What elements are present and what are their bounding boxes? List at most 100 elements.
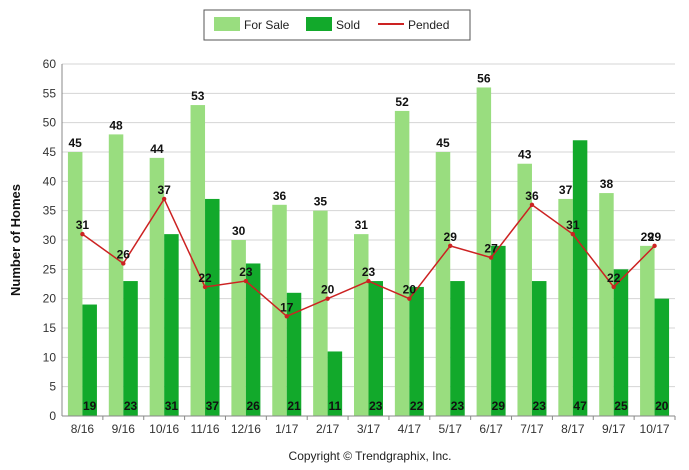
bar-for-sale [313,210,328,416]
y-axis-title: Number of Homes [8,184,23,296]
y-tick-label: 20 [43,292,57,306]
legend-label-for-sale: For Sale [244,18,290,32]
bar-sold [491,245,506,416]
y-tick-label: 0 [49,409,56,423]
bar-sold [613,269,629,416]
bar-sold [286,292,302,416]
bar-for-sale [599,193,614,416]
data-label-sold: 47 [573,399,587,413]
x-tick-label: 9/17 [602,422,626,436]
data-label-pended: 29 [444,230,458,244]
copyright-text: Copyright © Trendgraphix, Inc. [289,449,452,463]
legend: For Sale Sold Pended [203,9,471,41]
pended-point [161,196,167,202]
data-label-pended: 37 [157,183,171,197]
pended-point [652,243,657,249]
pended-point [488,255,494,260]
bar-for-sale [190,105,206,417]
data-label-pended: 17 [280,300,294,314]
pended-point [448,243,453,249]
pended-point [80,231,85,237]
data-label-pended: 31 [76,218,90,232]
y-tick-label: 50 [43,116,57,130]
data-label-sold: 31 [165,399,179,413]
bar-sold [205,198,220,416]
y-tick-label: 5 [49,380,56,394]
legend-box [203,9,471,41]
data-label-for-sale: 30 [232,224,246,238]
y-tick-label: 60 [43,57,57,71]
data-label-for-sale: 48 [109,118,123,132]
data-label-for-sale: 44 [150,142,164,156]
x-tick-label: 6/17 [479,422,503,436]
data-label-for-sale: 45 [69,136,83,150]
pended-point [529,202,535,207]
bar-sold [654,298,670,416]
y-tick-label: 25 [43,262,57,276]
pended-point [121,261,126,266]
bar-sold [82,304,97,416]
data-label-pended: 31 [566,218,580,232]
x-tick-label: 8/17 [561,422,585,436]
data-label-sold: 26 [246,399,260,413]
y-tick-label: 30 [43,233,57,247]
x-tick-label: 3/17 [357,422,381,436]
pended-point [202,284,208,290]
x-tick-label: 5/17 [439,422,463,436]
pended-point [325,296,330,301]
bar-for-sale [67,152,83,416]
y-tick-label: 40 [43,174,57,188]
axes: 0 5 10 15 20 25 30 35 40 45 50 55 60 8/16 9/16 10/16 11/… [43,57,676,436]
data-label-sold: 23 [369,399,383,413]
data-label-sold: 21 [287,399,301,413]
data-label-for-sale: 36 [273,189,287,203]
data-label-pended: 27 [484,242,498,256]
pended-point [570,231,576,237]
x-tick-label: 12/16 [231,422,261,436]
bar-sold [368,281,383,416]
data-label-for-sale: 43 [518,148,532,162]
data-label-for-sale: 35 [314,195,328,209]
bar-for-sale [476,87,492,416]
x-tick-label: 10/17 [640,422,670,436]
bar-sold [327,351,343,416]
data-label-pended: 22 [198,271,212,285]
y-tick-label: 45 [43,145,57,159]
data-label-for-sale: 45 [436,136,450,150]
bar-for-sale [354,234,369,416]
x-tick-label: 11/16 [190,422,219,436]
bar-sold [572,140,588,416]
bars [67,87,670,417]
data-label-for-sale: 56 [477,71,491,85]
data-labels: 45 48 44 53 30 36 35 31 52 45 56 43 37 38 29 19 23 31 37 26… [69,71,669,413]
data-label-for-sale: 52 [395,95,409,109]
data-label-for-sale: 29 [641,230,655,244]
data-label-pended: 20 [321,283,335,297]
data-label-sold: 23 [451,399,465,413]
bar-for-sale [394,110,410,416]
bar-sold [164,234,179,416]
y-tick-label: 15 [43,321,57,335]
y-tick-label: 35 [43,204,57,218]
data-label-sold: 23 [124,399,138,413]
data-label-sold: 11 [329,399,342,413]
bar-for-sale [108,134,124,416]
bar-sold [123,281,138,416]
x-tick-label: 7/17 [520,422,544,436]
data-label-sold: 37 [206,399,220,413]
data-label-sold: 25 [614,399,628,413]
data-label-for-sale: 31 [355,218,369,232]
data-label-pended: 22 [607,271,621,285]
bar-for-sale [517,163,532,416]
data-label-pended: 23 [239,265,253,279]
pended-line [80,196,657,319]
data-label-sold: 29 [492,399,506,413]
pended-point [407,296,412,301]
data-label-for-sale: 53 [191,89,205,103]
x-tick-label: 2/17 [316,422,340,436]
bar-sold [409,286,424,416]
x-tick-label: 9/16 [112,422,136,436]
data-label-sold: 20 [655,399,669,413]
x-tick-label: 4/17 [398,422,422,436]
